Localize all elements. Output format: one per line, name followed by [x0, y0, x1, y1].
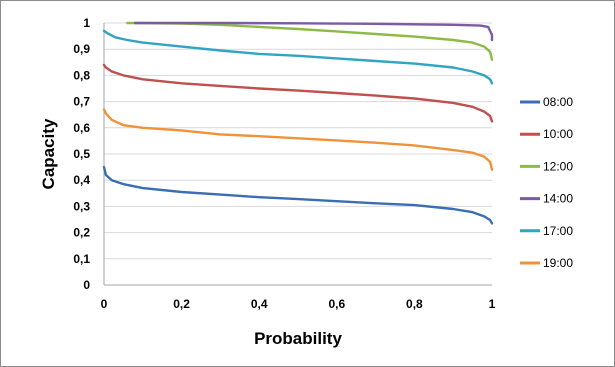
legend-label: 14:00 — [543, 192, 573, 206]
legend-label: 19:00 — [543, 256, 573, 270]
legend-label: 12:00 — [543, 159, 573, 173]
y-tick-label: 0,3 — [73, 199, 90, 213]
series-line-1700 — [102, 29, 494, 85]
legend: 08:00 10:00 12:00 14:00 17:00 19:00 — [520, 95, 573, 270]
y-tick-label: 0,4 — [73, 173, 90, 187]
legend-label: 10:00 — [543, 127, 573, 141]
x-axis-title: Probability — [254, 329, 342, 348]
series-line-0800 — [102, 165, 494, 225]
x-tick-labels: 0 0,2 0,4 0,6 0,8 1 — [101, 297, 496, 311]
legend-label: 17:00 — [543, 224, 573, 238]
y-tick-label: 0,5 — [73, 147, 90, 161]
y-axis-title: Capacity — [39, 118, 58, 189]
x-tick-label: 0 — [101, 297, 108, 311]
x-tick-label: 0,8 — [406, 297, 423, 311]
y-tick-label: 0,2 — [73, 226, 90, 240]
series-lines — [102, 21, 494, 225]
series-line-1200 — [126, 21, 494, 61]
y-tick-label: 0,8 — [73, 68, 90, 82]
y-tick-label: 0,9 — [73, 42, 90, 56]
series-line-1900 — [102, 108, 494, 171]
y-tick-label: 0,6 — [73, 121, 90, 135]
x-tick-label: 1 — [489, 297, 496, 311]
y-tick-label: 0,7 — [73, 95, 90, 109]
y-tick-labels: 0 0,1 0,2 0,3 0,4 0,5 0,6 0,7 0,8 0,9 1 — [73, 16, 90, 292]
y-tick-label: 0,1 — [73, 252, 90, 266]
gridlines — [104, 22, 492, 260]
y-tick-label: 0 — [83, 278, 90, 292]
x-tick-label: 0,6 — [328, 297, 345, 311]
series-line-1400 — [133, 21, 494, 42]
series-line-1000 — [102, 63, 494, 123]
x-tick-label: 0,4 — [251, 297, 268, 311]
x-tick-label: 0,2 — [173, 297, 190, 311]
legend-label: 08:00 — [543, 95, 573, 109]
y-tick-label: 1 — [83, 16, 90, 30]
